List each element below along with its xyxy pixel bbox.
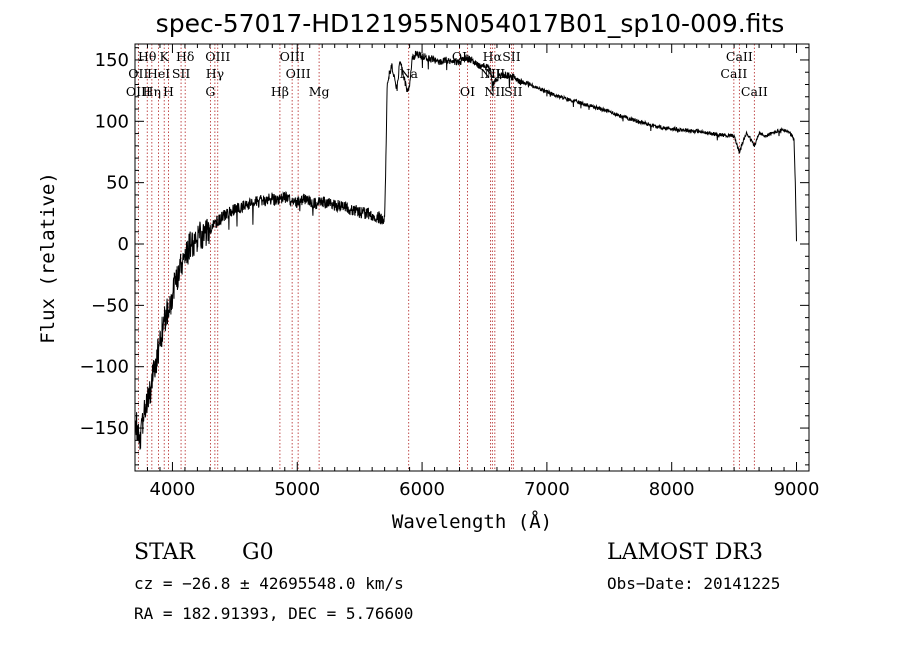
line-label: Hα: [483, 49, 503, 64]
x-tick-label: 5000: [274, 479, 320, 500]
y-tick-label: −50: [91, 295, 129, 316]
x-tick-label: 6000: [399, 479, 445, 500]
survey-label: LAMOST DR3: [607, 540, 763, 565]
line-label: NII: [484, 66, 505, 81]
line-label: CaII: [741, 84, 768, 99]
line-label: Hη: [143, 84, 161, 99]
line-label: K: [160, 49, 170, 64]
line-label: OIII: [205, 49, 230, 64]
object-subclass: G0: [242, 540, 274, 565]
line-label: CaII: [720, 66, 747, 81]
line-label: CaII: [726, 49, 753, 64]
y-axis-label: Flux (relative): [37, 172, 59, 344]
line-label: Hβ: [271, 84, 289, 99]
object-class: STAR: [134, 540, 195, 565]
obs-date-text: Obs−Date: 20141225: [607, 574, 781, 593]
y-tick-label: −100: [80, 357, 129, 378]
y-tick-label: −150: [80, 418, 129, 439]
line-label: Hθ: [138, 49, 156, 64]
flux-series-line: [134, 50, 797, 450]
series-layer: [134, 50, 797, 450]
line-label: OIII: [280, 49, 305, 64]
y-axis: −150 −100 −50 0 50 100 150: [80, 47, 809, 466]
line-label: NII: [484, 84, 505, 99]
x-tick-label: 4000: [150, 479, 196, 500]
plot-frame: [134, 43, 810, 472]
x-axis-label: Wavelength (Å): [392, 510, 552, 533]
line-label: Hγ: [206, 66, 224, 81]
line-label: SII: [172, 66, 191, 81]
ra-dec-text: RA = 182.91393, DEC = 5.76600: [134, 604, 414, 623]
line-label: Na: [400, 66, 419, 81]
redshift-text: cz = −26.8 ± 42695548.0 km/s: [134, 574, 404, 593]
line-label: OIII: [126, 84, 151, 99]
line-label: NII: [480, 66, 501, 81]
line-label: HeI: [147, 66, 170, 81]
x-tick-label: 9000: [774, 479, 820, 500]
line-label: OI: [460, 84, 475, 99]
spectral-line-markers: [137, 44, 755, 471]
chart-title: spec-57017-HD121955N054017B01_sp10-009.f…: [156, 9, 785, 38]
y-tick-label: 0: [118, 234, 129, 255]
line-label: OIII: [286, 66, 311, 81]
line-label: H: [163, 84, 174, 99]
line-label: OI: [452, 49, 467, 64]
y-tick-label: 100: [95, 111, 129, 132]
line-label: SII: [504, 84, 523, 99]
line-label: OII: [128, 66, 148, 81]
line-label: Mg: [309, 84, 330, 99]
y-tick-label: 150: [95, 50, 129, 71]
line-label: SII: [502, 49, 521, 64]
line-label: Hδ: [176, 49, 194, 64]
x-tick-label: 7000: [524, 479, 570, 500]
x-tick-label: 8000: [649, 479, 695, 500]
y-tick-label: 50: [106, 173, 129, 194]
x-axis: 4000 5000 6000 7000 8000 9000: [134, 44, 820, 500]
line-label: G: [205, 84, 215, 99]
